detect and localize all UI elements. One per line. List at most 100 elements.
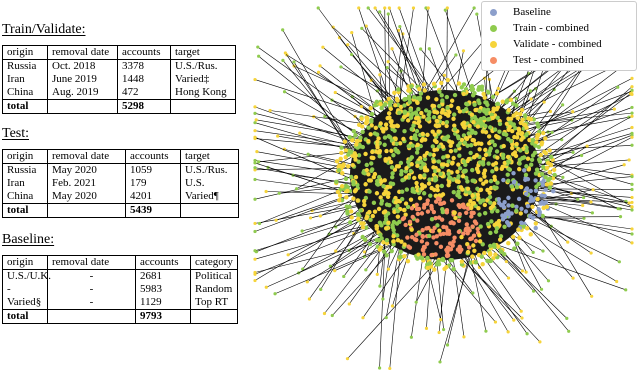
node [295, 187, 299, 191]
table-cell [47, 309, 136, 324]
node [457, 211, 462, 217]
node [492, 174, 497, 180]
node [381, 191, 387, 197]
node [576, 197, 580, 201]
node [433, 252, 438, 257]
node [435, 223, 440, 228]
node [438, 171, 443, 177]
node [543, 150, 549, 156]
node [530, 153, 536, 158]
node [444, 94, 450, 100]
legend-dot [490, 24, 497, 32]
node [476, 195, 481, 201]
node [501, 177, 506, 183]
node [253, 278, 257, 283]
node [456, 218, 462, 223]
node [323, 114, 327, 118]
node [483, 152, 489, 158]
node [630, 174, 634, 179]
node [434, 241, 439, 246]
node [480, 242, 485, 247]
node [353, 187, 359, 193]
node [436, 144, 442, 149]
node [461, 204, 467, 210]
node [257, 54, 261, 58]
node [339, 65, 343, 69]
node [414, 237, 419, 243]
node [476, 84, 482, 90]
node [433, 199, 439, 204]
node [472, 248, 477, 253]
node [507, 167, 513, 172]
node [318, 64, 322, 68]
node [399, 196, 405, 202]
table-cell: Iran [7, 73, 25, 85]
node [381, 129, 386, 134]
node [452, 126, 458, 132]
node [461, 91, 466, 97]
node [253, 249, 257, 253]
node [470, 193, 475, 198]
node [439, 317, 443, 322]
table-row: U.S./U.K. -2681 Political [3, 269, 238, 283]
table-cell: June 2019 [47, 73, 118, 86]
node [444, 247, 449, 253]
node [425, 117, 431, 122]
node [502, 224, 507, 229]
node [456, 174, 461, 179]
node [539, 142, 544, 147]
node [390, 47, 394, 51]
node [527, 213, 533, 219]
node [351, 128, 357, 134]
node [381, 297, 385, 301]
node [347, 302, 351, 306]
node [470, 254, 475, 259]
node [462, 168, 467, 174]
node [492, 142, 498, 148]
node [431, 159, 436, 164]
node [253, 257, 257, 261]
node [528, 188, 533, 194]
node [535, 196, 540, 202]
header-row: origin removal date accounts target [2, 45, 236, 60]
node [630, 105, 634, 110]
node [436, 123, 442, 128]
node [395, 238, 401, 243]
node [493, 161, 499, 166]
node [470, 224, 475, 229]
node [445, 343, 450, 347]
node [379, 179, 384, 184]
node [397, 219, 402, 225]
node [360, 26, 364, 31]
node [445, 105, 450, 110]
node [497, 237, 503, 242]
table-cell: Political [190, 269, 238, 283]
node [430, 229, 436, 234]
node [521, 122, 527, 127]
node [513, 126, 518, 131]
node [443, 135, 448, 141]
header-row: origin removal date accounts category [2, 255, 238, 270]
node [565, 316, 569, 320]
node [256, 45, 260, 49]
data-table: origin removal date accounts category U.S./U… [2, 255, 238, 324]
node [439, 183, 444, 189]
node [538, 152, 543, 158]
header-row: origin removal date accounts target [2, 149, 239, 164]
node [389, 148, 394, 154]
node [465, 249, 471, 255]
node [426, 181, 432, 186]
node [401, 136, 406, 142]
table-cell: Random [190, 283, 238, 296]
node [487, 125, 493, 130]
node [543, 175, 548, 180]
table-row: China May 2020 4201 Varied¶ [3, 190, 239, 204]
node [467, 123, 472, 129]
node [437, 197, 442, 202]
node [427, 177, 432, 182]
node [369, 111, 375, 117]
node [551, 167, 557, 173]
node [383, 216, 389, 222]
node [548, 109, 553, 114]
